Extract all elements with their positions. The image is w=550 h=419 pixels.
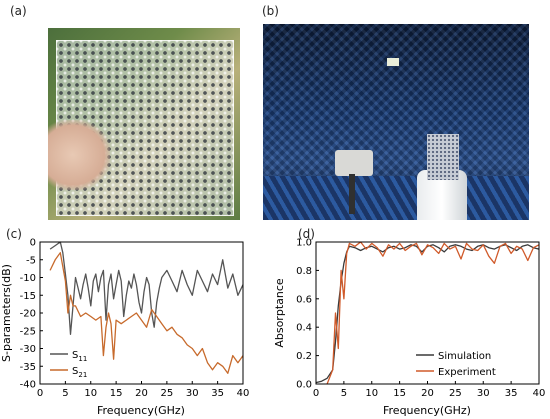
- x-tick-label: 30: [186, 388, 199, 399]
- series-line-simulation: [315, 244, 540, 384]
- x-tick-label: 25: [161, 388, 174, 399]
- y-tick-label: -30: [20, 344, 36, 355]
- panel-label-b: (b): [262, 4, 279, 18]
- panel-label-c: (c): [6, 227, 22, 241]
- hand: [48, 120, 110, 190]
- plot-frame: [315, 241, 540, 385]
- y-axis-label: S-parameters(dB): [0, 264, 13, 362]
- legend-label-simulation: Simulation: [438, 351, 491, 362]
- x-tick-label: 0: [37, 388, 43, 399]
- y-tick-label: 1.0: [296, 238, 312, 249]
- panel-label-d: (d): [298, 227, 315, 241]
- plot-frame: [39, 241, 244, 385]
- series-line-experiment: [326, 241, 540, 385]
- legend-label-s11: S11: [72, 350, 87, 363]
- panel-label-a: (a): [10, 4, 27, 18]
- series-line-s11: [49, 241, 244, 335]
- s-parameters-chart: (c) 0 5 10 15 20 25 30 35 40 0 -5 -10 -15 -20 -25 -30 -…: [0, 227, 250, 417]
- y-tick-label: 0.8: [296, 266, 312, 277]
- x-axis-label: Frequency(GHz): [97, 404, 185, 417]
- antenna-stand: [349, 174, 355, 214]
- x-tick-label: 40: [237, 388, 250, 399]
- y-tick-label: 0.2: [296, 351, 312, 362]
- y-tick-label: -15: [20, 291, 36, 302]
- y-tick-label: -35: [20, 362, 36, 373]
- x-tick-label: 20: [135, 388, 148, 399]
- x-tick-label: 15: [393, 388, 406, 399]
- chamber-floor: [263, 176, 529, 220]
- x-tick-label: 0: [313, 388, 319, 399]
- x-tick-label: 10: [84, 388, 97, 399]
- y-tick-label: 0: [30, 238, 36, 249]
- y-tick-label: -40: [20, 380, 36, 391]
- absorptance-chart: (d) 0 5 10 15 20 25 30 35 40 0.00.20.40.60.81.0 …: [273, 227, 546, 417]
- x-tick-label: 5: [62, 388, 68, 399]
- y-tick-label: -5: [26, 255, 36, 266]
- y-tick-label: -20: [20, 309, 36, 320]
- legend: S11 S21: [50, 350, 87, 379]
- x-tick-label: 20: [421, 388, 434, 399]
- x-axis-label: Frequency(GHz): [383, 404, 471, 417]
- legend: Simulation Experiment: [416, 351, 496, 378]
- legend-label-s21: S21: [72, 366, 87, 379]
- horn-antenna: [335, 150, 373, 176]
- x-tick-label: 30: [477, 388, 490, 399]
- x-tick-label: 15: [110, 388, 123, 399]
- y-tick-label: -10: [20, 273, 36, 284]
- x-tick-label: 35: [211, 388, 224, 399]
- anechoic-chamber-photo: [263, 24, 529, 220]
- y-tick-label: -25: [20, 326, 36, 337]
- legend-label-experiment: Experiment: [438, 367, 496, 378]
- series-line-s21: [49, 252, 244, 374]
- absorber-sample-photo: [48, 28, 240, 220]
- x-tick-label: 10: [365, 388, 378, 399]
- x-tick-label: 5: [341, 388, 347, 399]
- y-tick-label: 0.0: [296, 380, 312, 391]
- y-tick-label: 0.4: [296, 323, 312, 334]
- x-tick-label: 35: [505, 388, 518, 399]
- sample-under-test: [427, 134, 459, 180]
- x-tick-label: 40: [533, 388, 546, 399]
- y-axis-label: Absorptance: [273, 278, 286, 348]
- y-tick-label: 0.6: [296, 294, 312, 305]
- x-tick-label: 25: [449, 388, 462, 399]
- lamp: [387, 58, 399, 66]
